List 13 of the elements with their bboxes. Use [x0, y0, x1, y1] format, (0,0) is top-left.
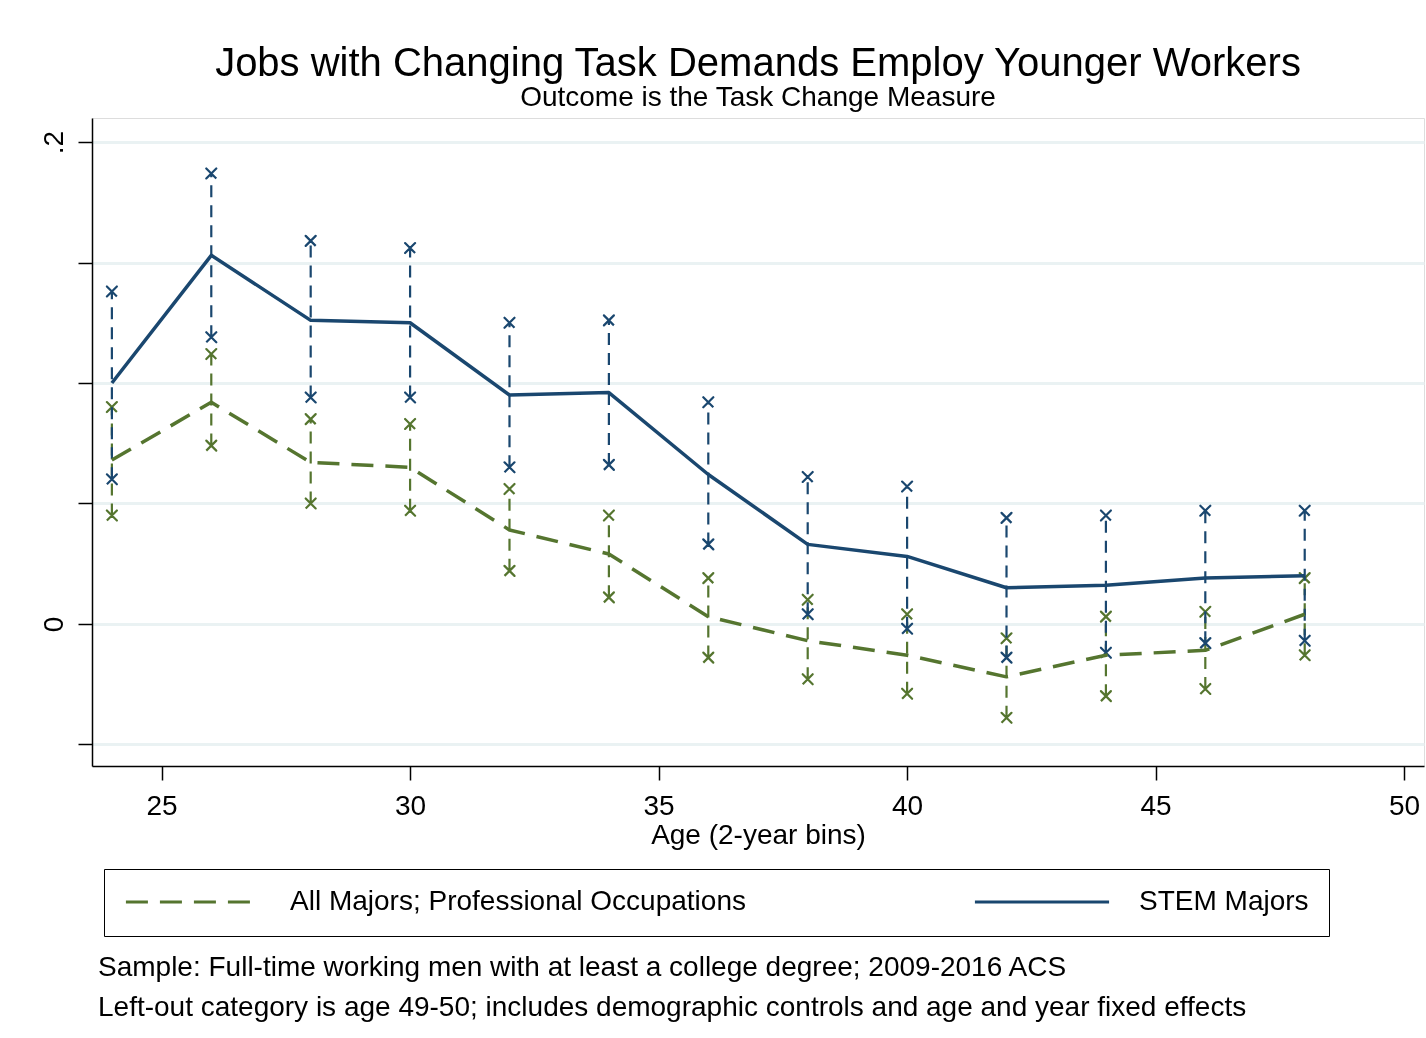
x-tick-label: 25 [146, 789, 178, 821]
legend-label: All Majors; Professional Occupations [290, 885, 746, 916]
legend-label: STEM Majors [1139, 885, 1309, 916]
text: Sample: Full-time working men with at least a college degree; 2009-2016 ACS [98, 951, 1067, 982]
y-tick-label: 0 [37, 616, 69, 633]
y-tick-label: .2 [37, 130, 69, 155]
x-tick-label: 50 [1389, 789, 1421, 821]
text: Left-out category is age 49-50; includes demographic controls and age and year fixed effects [98, 991, 1247, 1022]
x-tick-label: 35 [643, 789, 675, 821]
x-tick-label: 40 [892, 789, 924, 821]
x-axis-title: Age (2-year bins) [651, 818, 866, 850]
x-tick-label: 45 [1140, 789, 1172, 821]
x-tick-label: 30 [395, 789, 427, 821]
